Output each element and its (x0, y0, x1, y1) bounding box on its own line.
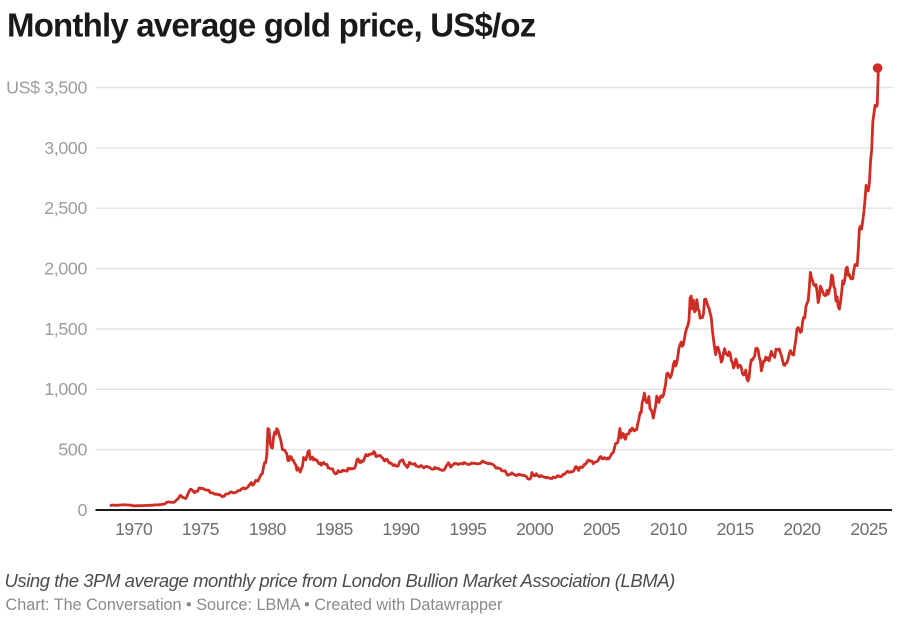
svg-text:US$ 3,500: US$ 3,500 (6, 77, 87, 97)
svg-text:1,500: 1,500 (44, 319, 87, 339)
svg-text:2005: 2005 (583, 519, 620, 539)
svg-text:2025: 2025 (850, 519, 887, 539)
svg-text:1980: 1980 (249, 519, 287, 539)
svg-text:Using the 3PM average monthly: Using the 3PM average monthly price from… (5, 570, 676, 591)
svg-text:0: 0 (77, 500, 87, 520)
svg-text:2010: 2010 (650, 519, 688, 539)
svg-text:3,000: 3,000 (44, 138, 87, 158)
svg-text:2015: 2015 (717, 519, 754, 539)
svg-text:1985: 1985 (316, 519, 353, 539)
svg-text:1995: 1995 (449, 519, 486, 539)
svg-text:1975: 1975 (182, 519, 219, 539)
svg-text:2,000: 2,000 (44, 259, 87, 279)
svg-text:2,500: 2,500 (44, 198, 87, 218)
svg-text:2000: 2000 (516, 519, 554, 539)
svg-text:Monthly average gold price, US: Monthly average gold price, US$/oz (7, 7, 536, 44)
svg-text:1990: 1990 (382, 519, 420, 539)
svg-text:Chart: The Conversation • Sour: Chart: The Conversation • Source: LBMA •… (6, 596, 504, 614)
svg-text:2020: 2020 (783, 519, 821, 539)
svg-text:1,000: 1,000 (44, 379, 87, 399)
svg-text:500: 500 (58, 440, 87, 460)
svg-text:1970: 1970 (115, 519, 153, 539)
